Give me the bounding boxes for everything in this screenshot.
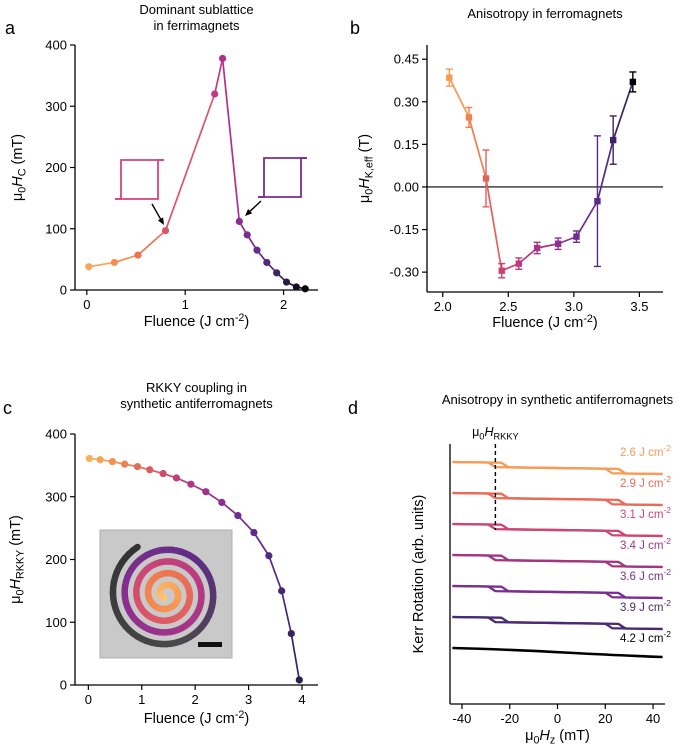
svg-text:300: 300 (45, 99, 67, 114)
svg-text:300: 300 (45, 489, 67, 504)
svg-text:1: 1 (182, 297, 189, 312)
panel-b-chart: b Anisotropy in ferromagnets 0.45 0.30 0.15 0… (350, 6, 663, 331)
svg-text:2.0: 2.0 (434, 299, 452, 314)
svg-text:3.4 J cm-2: 3.4 J cm-2 (620, 536, 671, 552)
svg-text:-0.30: -0.30 (389, 265, 419, 280)
svg-text:4.2 J cm-2: 4.2 J cm-2 (620, 629, 671, 645)
svg-text:μ0HC (mT): μ0HC (mT) (10, 134, 29, 201)
panel-d-chart: d Anisotropy in synthetic antiferromagnet… (348, 392, 674, 747)
svg-text:0.00: 0.00 (394, 179, 419, 194)
svg-text:μ0Hz (mT): μ0Hz (mT) (525, 728, 590, 747)
svg-text:c: c (3, 398, 12, 418)
svg-text:0.15: 0.15 (394, 137, 419, 152)
svg-text:-40: -40 (453, 711, 472, 726)
svg-text:0.30: 0.30 (394, 94, 419, 109)
svg-text:20: 20 (598, 711, 612, 726)
svg-text:a: a (5, 18, 16, 38)
svg-text:Fluence (J cm-2): Fluence (J cm-2) (144, 312, 249, 330)
svg-text:b: b (350, 18, 360, 38)
svg-text:d: d (348, 398, 358, 418)
svg-text:RKKY coupling in: RKKY coupling in (146, 380, 247, 395)
svg-text:4: 4 (298, 692, 305, 707)
svg-text:2: 2 (192, 692, 199, 707)
svg-text:1: 1 (138, 692, 145, 707)
svg-text:Fluence (J cm-2): Fluence (J cm-2) (144, 709, 249, 727)
svg-text:400: 400 (45, 427, 67, 442)
svg-text:0: 0 (83, 297, 90, 312)
svg-text:0: 0 (85, 692, 92, 707)
svg-text:Anisotropy in synthetic antife: Anisotropy in synthetic antiferromagnets (442, 392, 674, 407)
svg-text:0.45: 0.45 (394, 52, 419, 67)
svg-text:2: 2 (280, 297, 287, 312)
svg-text:-20: -20 (500, 711, 519, 726)
svg-text:-0.15: -0.15 (389, 222, 419, 237)
svg-text:2.5: 2.5 (499, 299, 517, 314)
svg-text:3.1 J cm-2: 3.1 J cm-2 (620, 505, 671, 521)
svg-text:0: 0 (60, 678, 67, 693)
svg-text:in ferrimagnets: in ferrimagnets (154, 18, 240, 33)
svg-text:Fluence (J cm-2): Fluence (J cm-2) (492, 313, 597, 331)
svg-text:μ0HRKKY (mT): μ0HRKKY (mT) (8, 515, 27, 604)
svg-text:3.0: 3.0 (565, 299, 583, 314)
svg-text:200: 200 (45, 552, 67, 567)
svg-text:3: 3 (245, 692, 252, 707)
svg-text:Dominant sublattice: Dominant sublattice (139, 2, 253, 17)
svg-text:Anisotropy in ferromagnets: Anisotropy in ferromagnets (467, 6, 623, 21)
svg-text:0: 0 (554, 711, 561, 726)
svg-text:100: 100 (45, 615, 67, 630)
svg-text:40: 40 (646, 711, 660, 726)
svg-text:200: 200 (45, 160, 67, 175)
svg-text:0: 0 (60, 283, 67, 298)
svg-text:Kerr Rotation (arb. units): Kerr Rotation (arb. units) (411, 495, 427, 654)
svg-text:3.9 J cm-2: 3.9 J cm-2 (620, 598, 671, 614)
svg-text:2.6 J cm-2: 2.6 J cm-2 (620, 443, 671, 459)
svg-text:2.9 J cm-2: 2.9 J cm-2 (620, 474, 671, 490)
svg-text:400: 400 (45, 38, 67, 53)
svg-text:3.5: 3.5 (630, 299, 648, 314)
svg-text:100: 100 (45, 221, 67, 236)
svg-text:3.6 J cm-2: 3.6 J cm-2 (620, 567, 671, 583)
svg-text:synthetic antiferromagnets: synthetic antiferromagnets (120, 396, 273, 411)
svg-text:μ0HK,eff (T): μ0HK,eff (T) (357, 134, 376, 203)
svg-text:μ0HRKKY: μ0HRKKY (472, 425, 519, 442)
